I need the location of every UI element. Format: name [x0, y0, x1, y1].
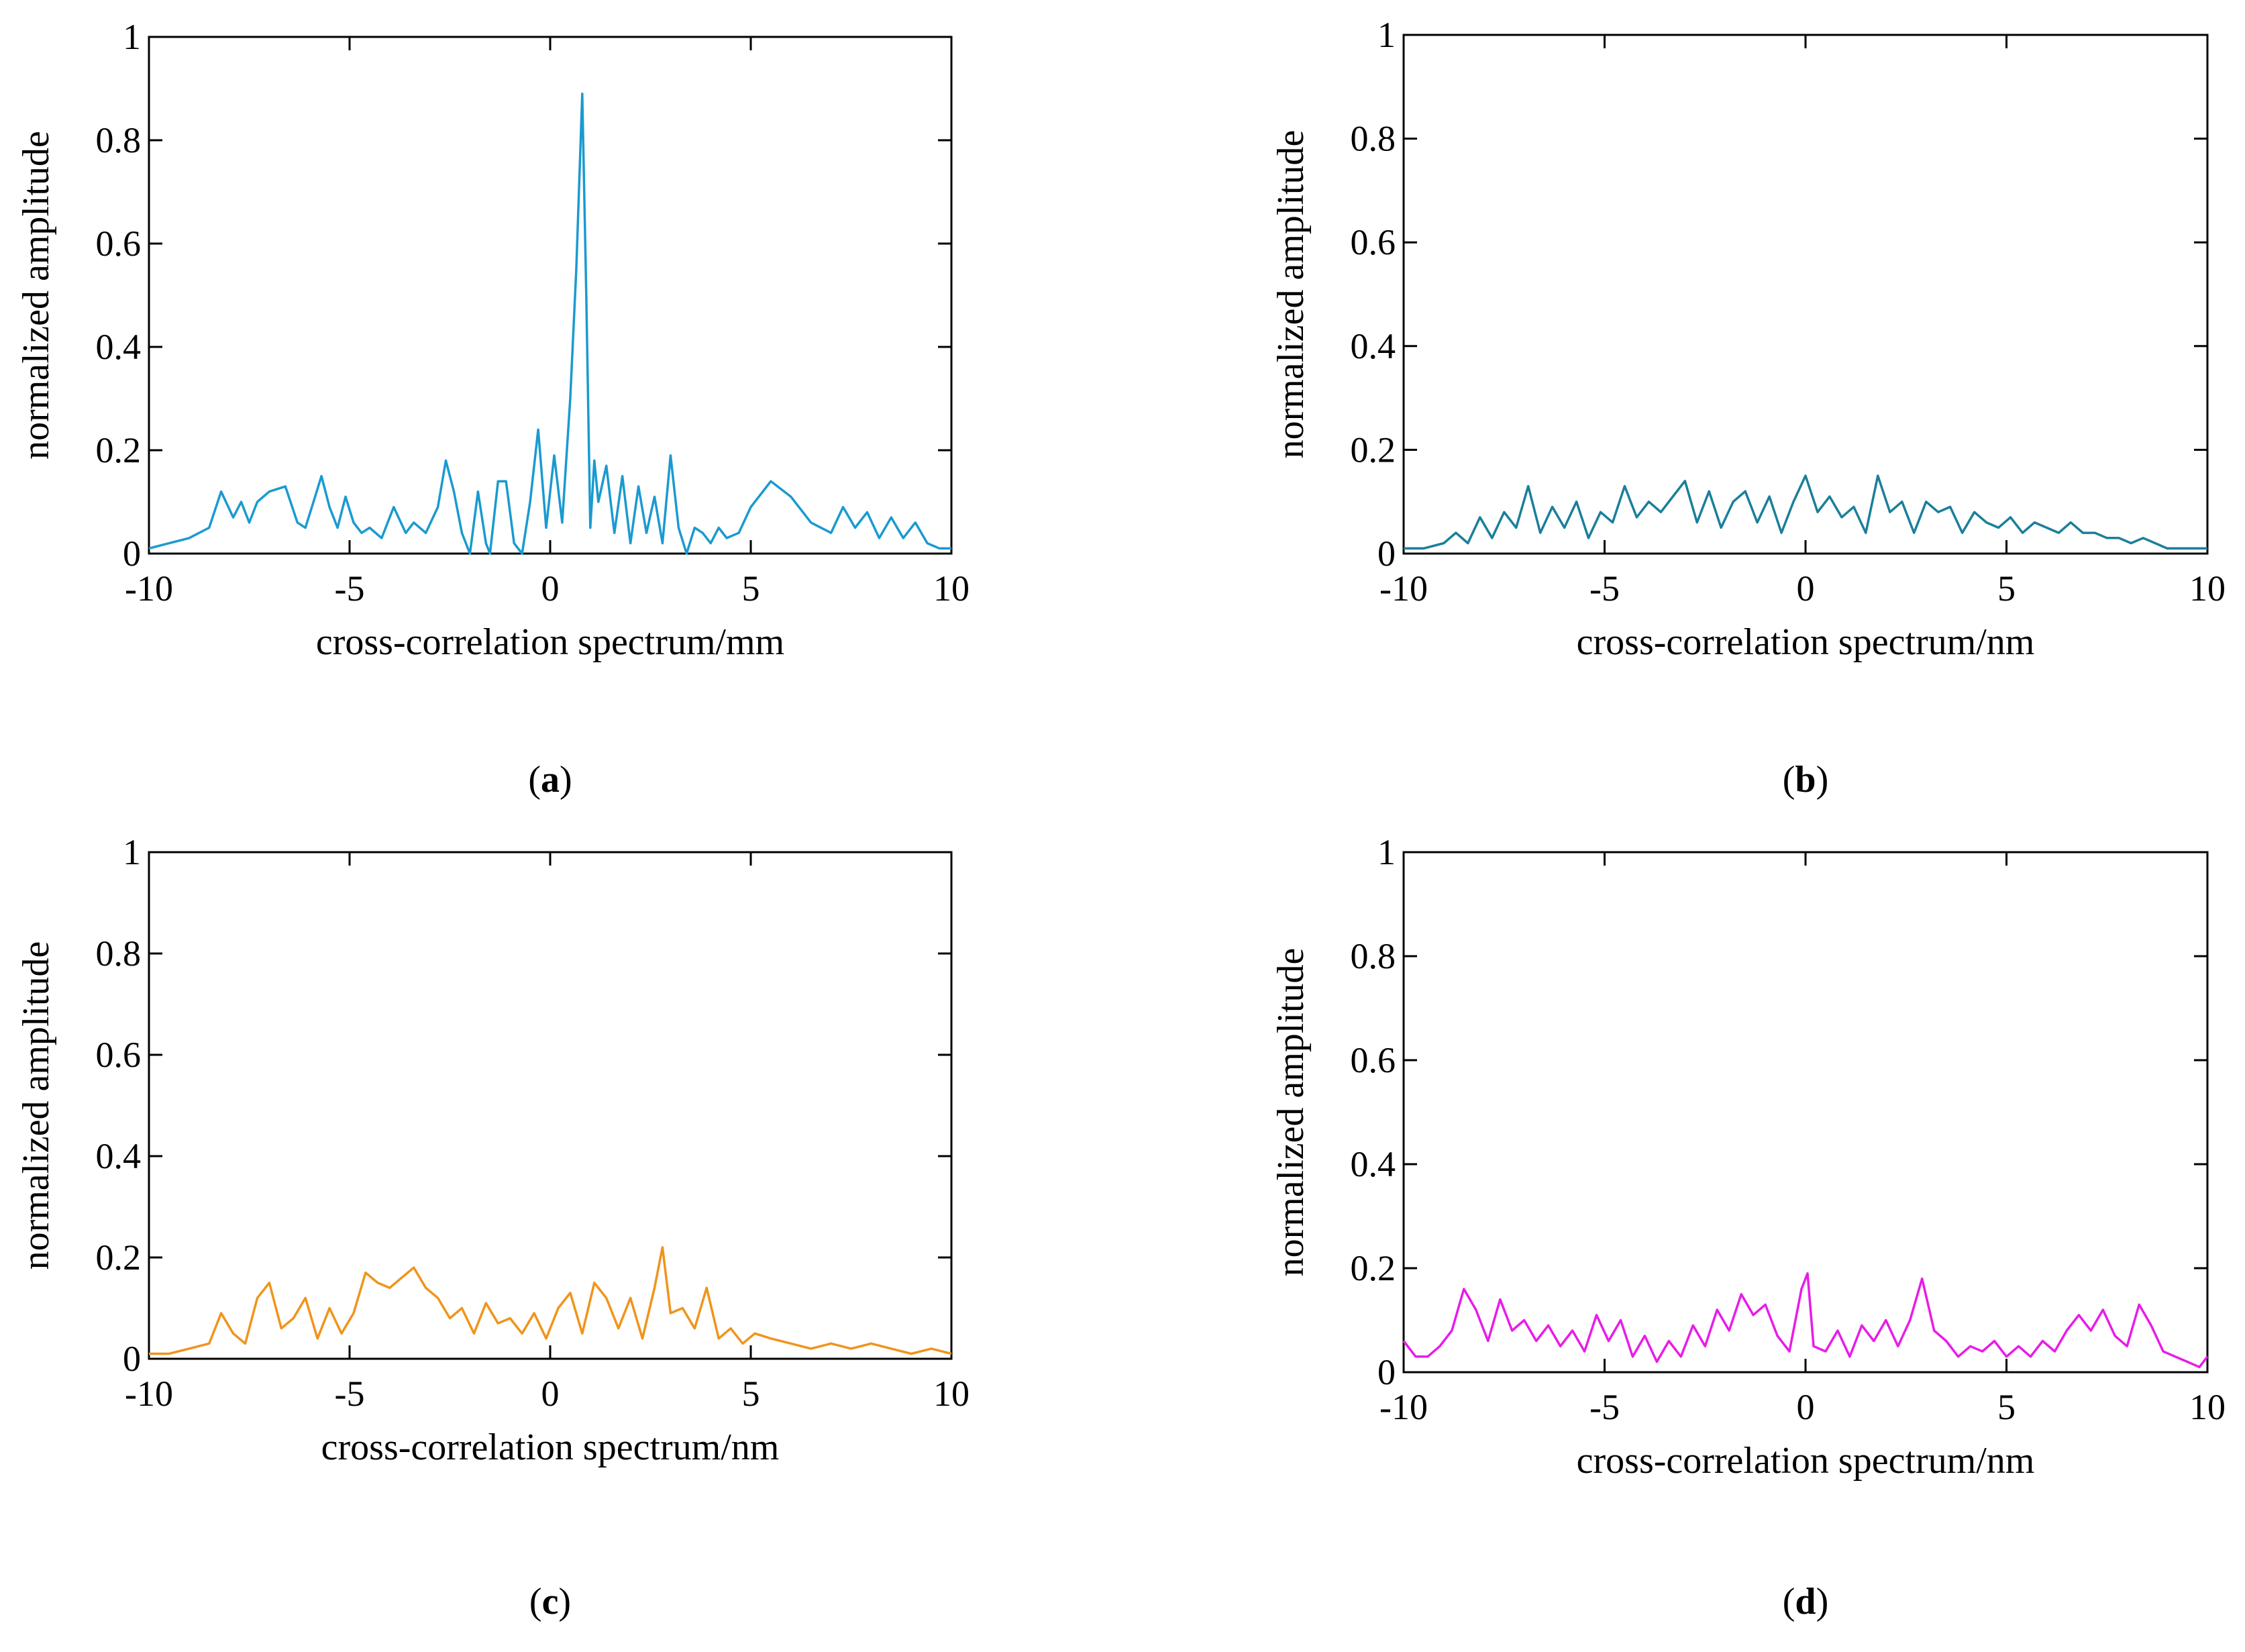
y-tick-label: 0.8	[1351, 119, 1396, 159]
y-tick-label: 0.4	[96, 1136, 142, 1176]
y-tick-label: 0.6	[1351, 222, 1396, 262]
x-tick-label: 10	[933, 568, 970, 609]
x-tick-label: 0	[541, 1374, 560, 1414]
x-axis-label: cross-correlation spectrum/nm	[1577, 621, 2035, 663]
y-tick-label: 0.4	[96, 327, 142, 367]
x-tick-label: 10	[2189, 1387, 2226, 1427]
y-tick-label: 0.2	[1351, 429, 1396, 470]
y-tick-label: 1	[123, 17, 141, 57]
series-line	[148, 92, 951, 555]
y-tick-label: 0.6	[96, 1035, 142, 1075]
x-tick-label: -10	[125, 1374, 173, 1414]
x-tick-label: 0	[1797, 1387, 1815, 1427]
x-tick-label: 5	[1997, 1387, 2016, 1427]
panel-caption: (a)	[528, 759, 572, 801]
x-tick-label: -5	[1589, 568, 1620, 609]
x-axis-label: cross-correlation spectrum/nm	[1577, 1440, 2035, 1482]
y-axis-label: normalized amplitude	[15, 131, 57, 460]
y-tick-label: 0.4	[1351, 1144, 1396, 1184]
panel-caption: (d)	[1783, 1581, 1828, 1622]
chart-panel-c: -10 -5 0 5 10 0 0.2 0.4 0.6 0.8 1 cross-correlation…	[15, 832, 970, 1622]
x-tick-label: 5	[1997, 568, 2016, 609]
y-tick-label: 0.4	[1351, 326, 1396, 366]
y-tick-label: 0	[123, 1339, 141, 1379]
y-axis-label: normalized amplitude	[15, 941, 57, 1270]
y-tick-label: 0	[1377, 1352, 1396, 1392]
x-axis-label: cross-correlation spectrum/mm	[316, 621, 784, 663]
y-tick-label: 0.2	[96, 1237, 142, 1278]
y-axis-label: normalized amplitude	[1270, 130, 1312, 459]
y-tick-label: 0.6	[1351, 1040, 1396, 1080]
y-tick-label: 0.2	[96, 430, 142, 470]
y-tick-label: 0	[123, 533, 141, 574]
y-tick-label: 1	[123, 832, 141, 872]
series-line	[149, 1246, 952, 1355]
y-tick-label: 0.8	[96, 933, 142, 974]
y-tick-label: 1	[1377, 15, 1396, 55]
x-tick-label: -5	[1589, 1387, 1620, 1427]
chart-panel-d: -10 -5 0 5 10 0 0.2 0.4 0.6 0.8 1 cross-correlation…	[1270, 832, 2226, 1622]
panel-caption: (b)	[1783, 759, 1828, 801]
plot-frame	[1402, 851, 2209, 1374]
series-line	[1402, 1272, 2209, 1369]
y-tick-label: 1	[1377, 832, 1396, 872]
x-tick-label: 0	[1797, 568, 1815, 609]
plot-frame	[148, 36, 953, 555]
panel-caption: (c)	[529, 1581, 571, 1622]
x-tick-label: 5	[742, 1374, 760, 1414]
x-tick-label: 0	[541, 568, 560, 609]
y-tick-label: 0	[1377, 533, 1396, 574]
x-tick-label: 10	[2189, 568, 2226, 609]
y-axis-label: normalized amplitude	[1270, 948, 1312, 1277]
x-tick-label: 10	[933, 1374, 970, 1414]
chart-panel-a: -10 -5 0 5 10 0 0.2 0.4 0.6 0.8 1 cross-correlation…	[15, 17, 970, 801]
y-tick-label: 0.8	[96, 120, 142, 160]
x-tick-label: 5	[742, 568, 760, 609]
x-tick-label: -10	[1379, 1387, 1428, 1427]
series-line	[1404, 474, 2207, 550]
y-tick-label: 0.2	[1351, 1248, 1396, 1288]
x-axis-label: cross-correlation spectrum/nm	[321, 1427, 780, 1468]
y-tick-label: 0.6	[96, 223, 142, 264]
chart-panel-b: -10 -5 0 5 10 0 0.2 0.4 0.6 0.8 1 cross-correlation…	[1270, 15, 2226, 801]
x-tick-label: -10	[125, 568, 173, 609]
y-tick-label: 0.8	[1351, 936, 1396, 976]
x-tick-label: -5	[335, 568, 365, 609]
x-tick-label: -5	[335, 1374, 365, 1414]
x-tick-label: -10	[1379, 568, 1428, 609]
